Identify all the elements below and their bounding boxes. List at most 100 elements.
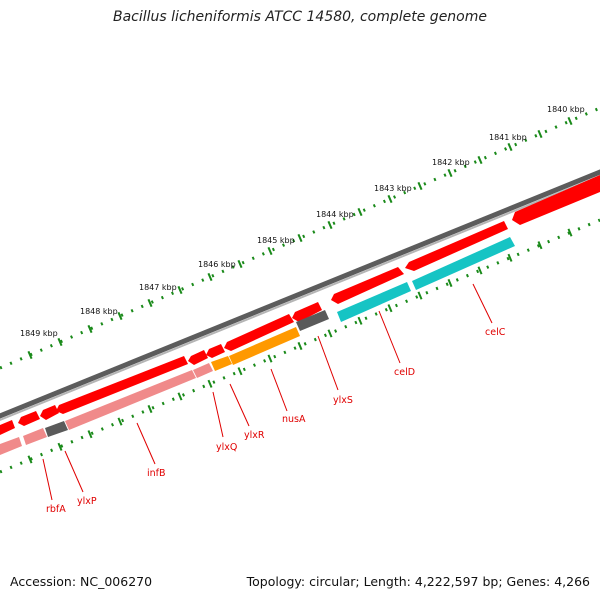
gene-label-celD[interactable]: celD	[394, 367, 415, 378]
scale-tick-inner	[297, 341, 303, 351]
cds-ylxR[interactable]	[211, 356, 232, 371]
leader-ylxP	[64, 450, 84, 493]
scale-label-1840: 1840 kbp	[547, 105, 585, 114]
scale-tick-inner	[177, 392, 183, 401]
scale-tick-inner	[117, 417, 123, 426]
scale-tick-outer	[177, 285, 183, 295]
scale-tick-outer	[147, 298, 153, 308]
scale-tick-inner	[87, 430, 93, 439]
cds-infB[interactable]	[65, 370, 196, 430]
leader-nusA	[270, 368, 288, 412]
scale-tick-inner	[447, 278, 453, 288]
scale-labels: 1840 kbp 1841 kbp 1842 kbp 1843 kbp 1844…	[20, 105, 585, 338]
scale-tick-inner	[207, 379, 213, 388]
backbone-shadow	[0, 174, 600, 422]
scale-tick-outer	[27, 350, 33, 360]
gene-label-ylxP[interactable]: ylxP	[77, 496, 97, 507]
cds-nusA[interactable]	[229, 327, 300, 365]
cds-forward-9[interactable]	[40, 405, 59, 420]
leader-celC	[472, 283, 493, 324]
cds-ylxS[interactable]	[296, 310, 329, 331]
cds-forward-4[interactable]	[292, 302, 322, 322]
cds-celD[interactable]	[337, 282, 411, 322]
leader-ylxS	[317, 335, 339, 391]
scale-label-1848: 1848 kbp	[80, 307, 118, 316]
scale-tick-inner	[567, 228, 573, 237]
gene-label-ylxS[interactable]: ylxS	[333, 395, 353, 406]
cds-forward-7[interactable]	[188, 350, 208, 365]
scale-tick-outer	[297, 233, 303, 243]
scale-tick-outer	[447, 168, 453, 178]
scale-tick-inner	[507, 253, 513, 262]
backbone	[0, 169, 600, 422]
scale-tick-outer	[387, 194, 393, 204]
scale-tick-inner	[147, 404, 153, 414]
leader-ylxR	[229, 383, 250, 427]
scale-tick-inner	[357, 316, 363, 325]
gene-label-leaders	[42, 283, 493, 501]
cds-rbfA[interactable]	[23, 428, 47, 445]
backbone-line	[0, 169, 600, 419]
scale-tick-outer	[357, 207, 363, 217]
gene-label-ylxR[interactable]: ylxR	[244, 430, 265, 441]
leader-infB	[136, 422, 156, 465]
cds-forward-10[interactable]	[18, 411, 40, 426]
scale-tick-inner	[57, 442, 63, 451]
scale-tick-outer	[117, 311, 123, 321]
cds-forward-6[interactable]	[206, 344, 225, 358]
scale-tick-inner	[267, 354, 273, 363]
leader-rbfA	[42, 458, 53, 501]
scale-tick-outer	[57, 337, 63, 347]
scale-tick-inner	[27, 455, 33, 464]
cds-celC[interactable]	[412, 237, 515, 290]
scale-tick-outer	[477, 155, 483, 165]
gene-label-nusA[interactable]: nusA	[282, 414, 306, 425]
scale-tick-outer	[507, 142, 513, 152]
scale-label-1844: 1844 kbp	[316, 210, 354, 219]
scale-tick-inner	[387, 304, 393, 313]
map-title: Bacillus licheniformis ATCC 14580, compl…	[113, 9, 487, 25]
scale-tick-inner	[477, 266, 483, 275]
scale-label-1846: 1846 kbp	[198, 260, 236, 269]
cds-forward-2[interactable]	[405, 221, 508, 271]
accession-label: Accession: NC_006270	[10, 574, 153, 589]
gene-label-rbfA[interactable]: rbfA	[46, 504, 66, 515]
scale-tick-outer	[267, 246, 273, 256]
scale-tick-inner	[237, 367, 243, 376]
scale-label-1847: 1847 kbp	[139, 283, 177, 292]
gene-label-ylxQ[interactable]: ylxQ	[216, 442, 237, 453]
scale-tick-outer	[327, 220, 333, 230]
scale-label-1841: 1841 kbp	[489, 133, 527, 142]
cds-forward-8[interactable]	[56, 356, 188, 414]
scale-tick-outer	[87, 324, 93, 334]
gene-label-infB[interactable]: infB	[147, 468, 166, 479]
scale-tick-outer	[237, 259, 243, 269]
cds-forward-5[interactable]	[224, 314, 294, 351]
scale-tick-inner	[537, 241, 543, 250]
gene-labels: celC celD ylxS nusA ylxR ylxQ infB ylxP …	[46, 327, 506, 515]
scale-label-1845: 1845 kbp	[257, 236, 295, 245]
reverse-strand-genes	[0, 237, 515, 455]
leader-ylxQ	[212, 391, 224, 438]
scale-tick-outer	[417, 181, 423, 191]
scale-track-outer	[0, 106, 600, 370]
cds-ylxQ[interactable]	[193, 363, 213, 378]
scale-label-1842: 1842 kbp	[432, 158, 470, 167]
gene-label-celC[interactable]: celC	[485, 327, 506, 338]
scale-label-1843: 1843 kbp	[374, 184, 412, 193]
scale-tick-outer	[207, 272, 213, 282]
cds-forward-11[interactable]	[0, 420, 15, 435]
forward-strand-genes	[0, 175, 600, 435]
genome-summary-label: Topology: circular; Length: 4,222,597 bp…	[246, 574, 590, 589]
scale-label-1849: 1849 kbp	[20, 329, 58, 338]
scale-tick-outer	[567, 116, 573, 126]
cds-forward-1[interactable]	[512, 175, 600, 225]
scale-tick-inner	[327, 329, 333, 338]
cds-ylxP[interactable]	[45, 421, 68, 437]
scale-tick-inner	[417, 291, 423, 300]
cds-forward-3[interactable]	[331, 267, 404, 304]
leader-celD	[378, 310, 401, 364]
cds-reverse-edge[interactable]	[0, 437, 22, 455]
